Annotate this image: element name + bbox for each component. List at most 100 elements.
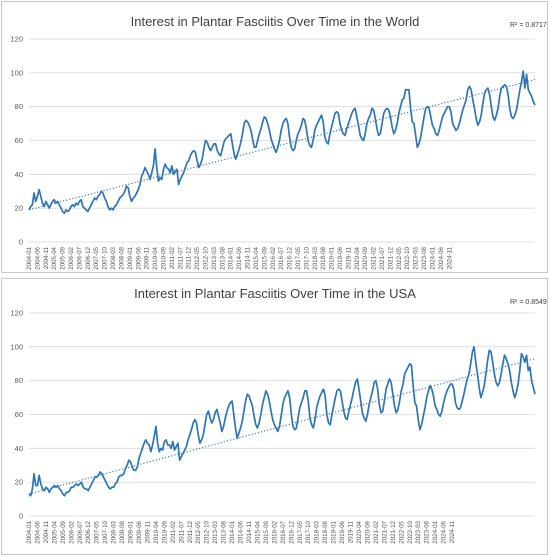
x-tick-label: 2021-02 bbox=[371, 246, 378, 269]
x-tick-label: 2014-01 bbox=[228, 246, 235, 269]
x-tick-label: 2020-09 bbox=[362, 246, 369, 269]
x-tick-label: 2006-02 bbox=[68, 246, 75, 269]
x-tick-label: 2016-07 bbox=[280, 520, 287, 543]
x-tick-label: 2004-11 bbox=[43, 520, 50, 543]
x-tick-label: 2019-11 bbox=[345, 246, 352, 269]
x-tick-label: 2022-10 bbox=[404, 246, 411, 269]
x-tick-label: 2021-07 bbox=[381, 520, 388, 543]
x-tick-label: 2021-07 bbox=[379, 246, 386, 269]
y-tick-label: 20 bbox=[15, 478, 23, 487]
x-tick-label: 2005-09 bbox=[60, 246, 67, 269]
x-tick-label: 2004-06 bbox=[34, 246, 41, 269]
x-tick-label: 2009-11 bbox=[144, 246, 151, 269]
x-tick-label: 2021-12 bbox=[387, 246, 394, 269]
x-tick-label: 2004-01 bbox=[26, 246, 33, 269]
x-tick-label: 2005-04 bbox=[51, 246, 58, 269]
y-tick-label: 100 bbox=[10, 342, 23, 351]
x-tick-label: 2024-01 bbox=[429, 246, 436, 269]
x-tick-label: 2012-05 bbox=[194, 246, 201, 269]
r-squared-label: R² = 0.8717 bbox=[510, 22, 547, 29]
x-tick-label: 2019-01 bbox=[329, 246, 336, 269]
x-tick-label: 2008-03 bbox=[111, 520, 118, 543]
y-tick-label: 20 bbox=[15, 204, 23, 213]
x-tick-label: 2008-03 bbox=[110, 246, 117, 269]
x-tick-label: 2009-01 bbox=[127, 246, 134, 269]
x-tick-label: 2022-10 bbox=[407, 520, 414, 543]
x-tick-label: 2019-06 bbox=[337, 246, 344, 269]
x-tick-label: 2012-10 bbox=[203, 246, 210, 269]
y-tick-label: 0 bbox=[19, 512, 23, 521]
x-tick-label: 2006-07 bbox=[77, 520, 84, 543]
x-tick-label: 2014-01 bbox=[229, 520, 236, 543]
chart-usa: Interest in Plantar Fasciitis Over Time … bbox=[10, 286, 547, 544]
y-tick-label: 40 bbox=[15, 170, 23, 179]
x-tick-label: 2006-02 bbox=[68, 520, 75, 543]
chart-panel-usa: Interest in Plantar Fasciitis Over Time … bbox=[1, 278, 548, 555]
x-tick-label: 2023-03 bbox=[415, 520, 422, 543]
x-tick-label: 2024-06 bbox=[441, 520, 448, 543]
x-tick-label: 2007-10 bbox=[102, 520, 109, 543]
x-tick-label: 2020-04 bbox=[356, 520, 363, 543]
trendline bbox=[28, 358, 536, 495]
x-tick-label: 2020-09 bbox=[364, 520, 371, 543]
x-tick-label: 2004-11 bbox=[43, 246, 50, 269]
x-tick-label: 2011-07 bbox=[177, 246, 184, 269]
x-tick-label: 2013-08 bbox=[219, 246, 226, 269]
series-line bbox=[28, 70, 536, 215]
x-tick-label: 2022-05 bbox=[396, 246, 403, 269]
x-tick-label: 2021-12 bbox=[390, 520, 397, 543]
x-tick-label: 2016-02 bbox=[270, 246, 277, 269]
x-tick-label: 2018-03 bbox=[314, 520, 321, 543]
x-tick-label: 2013-08 bbox=[221, 520, 228, 543]
x-tick-label: 2008-08 bbox=[119, 520, 126, 543]
x-tick-label: 2021-02 bbox=[373, 520, 380, 543]
x-tick-label: 2015-04 bbox=[253, 246, 260, 269]
x-tick-label: 2007-05 bbox=[93, 246, 100, 269]
x-tick-label: 2009-11 bbox=[144, 520, 151, 543]
x-tick-label: 2005-09 bbox=[60, 520, 67, 543]
x-tick-label: 2015-09 bbox=[261, 246, 268, 269]
x-tick-label: 2010-09 bbox=[160, 246, 167, 269]
x-tick-label: 2014-11 bbox=[245, 246, 252, 269]
x-tick-label: 2017-05 bbox=[297, 520, 304, 543]
y-tick-label: 60 bbox=[15, 410, 23, 419]
x-tick-label: 2004-01 bbox=[26, 520, 33, 543]
x-tick-label: 2009-06 bbox=[135, 246, 142, 269]
x-tick-label: 2005-04 bbox=[51, 520, 58, 543]
x-tick-label: 2016-07 bbox=[278, 246, 285, 269]
x-tick-label: 2016-02 bbox=[271, 520, 278, 543]
x-tick-label: 2011-12 bbox=[186, 246, 193, 269]
x-tick-label: 2013-03 bbox=[211, 246, 218, 269]
trendline bbox=[28, 79, 536, 211]
series-line bbox=[28, 345, 536, 497]
x-tick-label: 2024-11 bbox=[449, 520, 456, 543]
x-tick-label: 2006-12 bbox=[85, 246, 92, 269]
x-tick-label: 2011-07 bbox=[178, 520, 185, 543]
x-tick-label: 2006-07 bbox=[76, 246, 83, 269]
x-tick-label: 2012-10 bbox=[204, 520, 211, 543]
chart-world: Interest in Plantar Fasciitis Over Time … bbox=[10, 14, 547, 270]
x-tick-label: 2008-08 bbox=[118, 246, 125, 269]
x-tick-label: 2022-05 bbox=[398, 520, 405, 543]
x-tick-label: 2018-03 bbox=[312, 246, 319, 269]
y-tick-label: 120 bbox=[10, 309, 23, 318]
y-tick-label: 80 bbox=[15, 102, 23, 111]
x-tick-label: 2018-08 bbox=[322, 520, 329, 543]
y-tick-label: 40 bbox=[15, 444, 23, 453]
x-tick-label: 2007-10 bbox=[102, 246, 109, 269]
y-tick-label: 120 bbox=[10, 35, 23, 44]
x-tick-label: 2015-09 bbox=[263, 520, 270, 543]
x-tick-label: 2024-06 bbox=[438, 246, 445, 269]
x-tick-label: 2014-06 bbox=[238, 520, 245, 543]
x-tick-label: 2010-04 bbox=[153, 520, 160, 543]
x-tick-label: 2017-10 bbox=[303, 246, 310, 269]
x-tick-label: 2009-06 bbox=[136, 520, 143, 543]
x-tick-label: 2017-05 bbox=[295, 246, 302, 269]
y-tick-label: 80 bbox=[15, 376, 23, 385]
x-tick-label: 2016-12 bbox=[287, 246, 294, 269]
x-tick-label: 2006-12 bbox=[85, 520, 92, 543]
x-tick-label: 2023-08 bbox=[424, 520, 431, 543]
x-tick-label: 2019-06 bbox=[339, 520, 346, 543]
x-tick-label: 2016-12 bbox=[288, 520, 295, 543]
r-squared-label: R² = 0.8549 bbox=[510, 299, 547, 306]
